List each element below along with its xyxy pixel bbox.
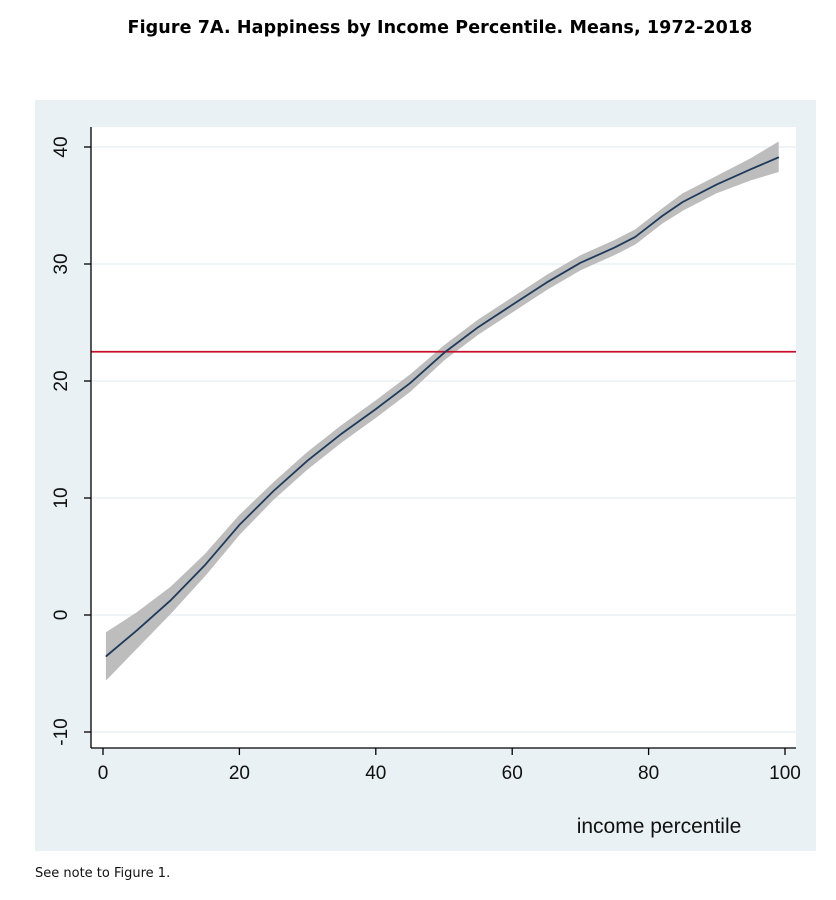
series-line: [105, 156, 780, 657]
confidence-band: [105, 141, 779, 680]
y-tick-label-4: 30: [51, 253, 72, 274]
y-tick-label-1: 0: [51, 610, 72, 621]
x-tick-label-0: 0: [98, 763, 109, 784]
page-title: Figure 7A. Happiness by Income Percentil…: [127, 18, 753, 38]
y-tick-label-3: 20: [51, 370, 72, 391]
y-tick-label-5: 40: [51, 136, 72, 157]
x-tick-label-5: 100: [769, 763, 801, 784]
x-axis-title: income percentile: [577, 815, 742, 838]
axis-layer: [84, 127, 796, 755]
x-tick-label-2: 40: [365, 763, 386, 784]
x-tick-label-4: 80: [638, 763, 659, 784]
y-tick-label-2: 10: [51, 487, 72, 508]
x-tick-label-3: 60: [502, 763, 523, 784]
y-tick-labels: -10 0 10 20 30 40: [51, 136, 72, 745]
plot-area: [91, 127, 796, 748]
x-tick-labels: 0 20 40 60 80 100: [98, 763, 801, 784]
y-tick-label-0: -10: [51, 718, 72, 745]
confidence-band-layer: [105, 141, 779, 680]
series-line-layer: [105, 156, 780, 657]
footnote: See note to Figure 1.: [35, 866, 171, 881]
chart-svg: -10 0 10 20 30 40 0 20 40 60 80 100 income percent…: [35, 100, 816, 851]
grid-layer: [91, 146, 796, 733]
chart-figure: -10 0 10 20 30 40 0 20 40 60 80 100 income percent…: [35, 100, 816, 851]
x-tick-label-1: 20: [229, 763, 250, 784]
